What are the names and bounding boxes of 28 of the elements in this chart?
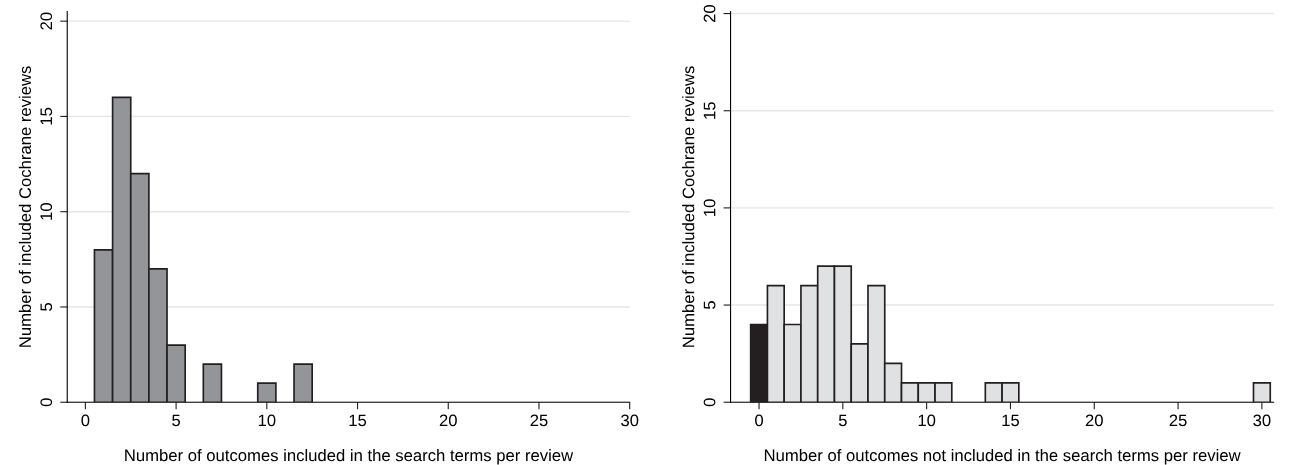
y-tick-label: 15 [703,102,716,119]
y-tick-label: 10 [703,199,716,216]
y-tick-label: 5 [703,301,716,310]
x-tick-label: 10 [918,414,936,427]
x-tick-label: 0 [755,414,764,427]
x-tick-label: 15 [1002,414,1020,427]
x-tick-label: 25 [530,414,548,427]
y-axis-title: Number of included Cochrane reviews [682,66,695,347]
x-tick-label: 20 [1085,414,1103,427]
x-tick-label: 0 [81,414,90,427]
y-axis-title: Number of included Cochrane reviews [18,66,32,347]
y-tick-label: 10 [40,203,53,220]
y-tick-label: 0 [703,398,716,407]
x-axis-title: Number of outcomes not included in the search terms per review [764,449,1241,465]
x-tick-label: 5 [172,414,181,427]
y-tick-label: 20 [703,4,716,22]
x-tick-label: 20 [439,414,457,427]
x-tick-label: 5 [838,414,847,427]
x-tick-label: 25 [1169,414,1187,427]
y-tick-label: 5 [40,303,53,311]
x-tick-label: 15 [349,414,367,427]
y-tick-label: 20 [40,12,53,30]
x-tick-label: 30 [621,414,639,427]
y-tick-label: 0 [40,398,53,407]
x-axis-title: Number of outcomes included in the search terms per review [125,449,574,465]
x-tick-label: 10 [258,414,276,427]
y-tick-label: 15 [40,107,53,125]
x-tick-label: 30 [1253,414,1271,427]
